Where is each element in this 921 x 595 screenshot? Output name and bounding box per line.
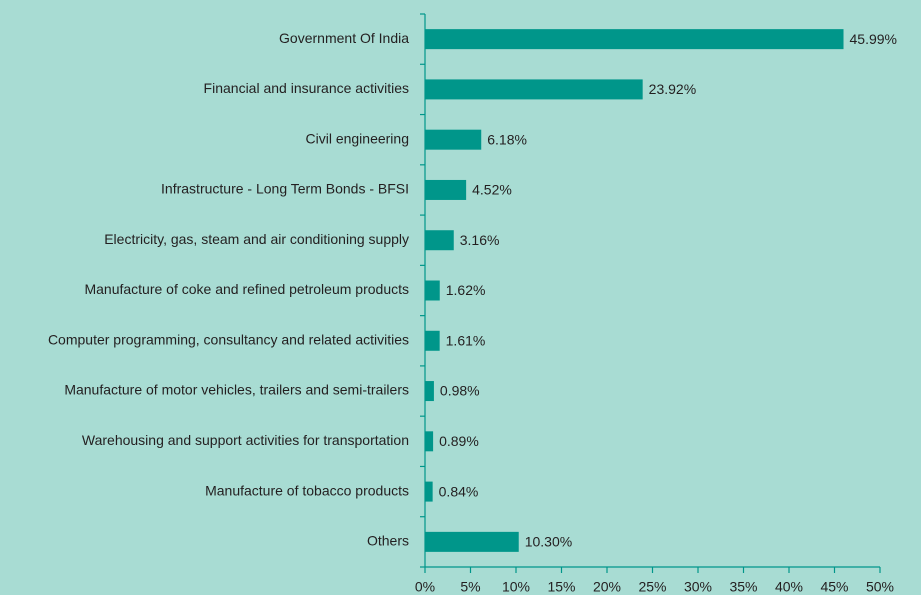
bar: [425, 79, 643, 100]
category-label: Electricity, gas, steam and air conditio…: [104, 231, 409, 247]
x-tick-label: 10%: [502, 579, 530, 595]
value-label: 1.62%: [446, 282, 486, 298]
bar: [425, 481, 433, 502]
bar: [425, 280, 440, 301]
x-tick-label: 20%: [593, 579, 621, 595]
bar: [425, 230, 454, 251]
category-label: Financial and insurance activities: [204, 80, 409, 96]
value-label: 23.92%: [649, 81, 696, 97]
x-tick-label: 35%: [729, 579, 757, 595]
value-label: 10.30%: [525, 534, 572, 550]
category-label: Government Of India: [279, 30, 409, 46]
x-tick-label: 0%: [415, 579, 435, 595]
category-label: Others: [367, 533, 409, 549]
bar: [425, 330, 440, 351]
value-label: 0.84%: [439, 483, 479, 499]
category-label: Infrastructure - Long Term Bonds - BFSI: [161, 181, 409, 197]
x-tick-label: 45%: [820, 579, 848, 595]
value-label: 0.98%: [440, 383, 480, 399]
value-label: 0.89%: [439, 433, 479, 449]
x-tick-label: 40%: [775, 579, 803, 595]
bar: [425, 531, 519, 552]
category-label: Manufacture of motor vehicles, trailers …: [64, 382, 409, 398]
x-tick-label: 5%: [460, 579, 480, 595]
value-label: 6.18%: [487, 131, 527, 147]
value-label: 45.99%: [850, 31, 897, 47]
x-tick-label: 15%: [547, 579, 575, 595]
category-label: Warehousing and support activities for t…: [82, 432, 409, 448]
bar: [425, 431, 434, 452]
category-label: Civil engineering: [305, 130, 409, 146]
x-tick-label: 50%: [866, 579, 894, 595]
bar: [425, 381, 434, 402]
category-label: Manufacture of tobacco products: [205, 482, 409, 498]
value-label: 1.61%: [446, 332, 486, 348]
category-label: Manufacture of coke and refined petroleu…: [84, 281, 409, 297]
value-label: 4.52%: [472, 182, 512, 198]
x-tick-label: 25%: [638, 579, 666, 595]
bar: [425, 129, 482, 150]
bar: [425, 29, 844, 50]
category-label: Computer programming, consultancy and re…: [48, 331, 409, 347]
x-tick-label: 30%: [684, 579, 712, 595]
bar: [425, 179, 467, 200]
value-label: 3.16%: [460, 232, 500, 248]
